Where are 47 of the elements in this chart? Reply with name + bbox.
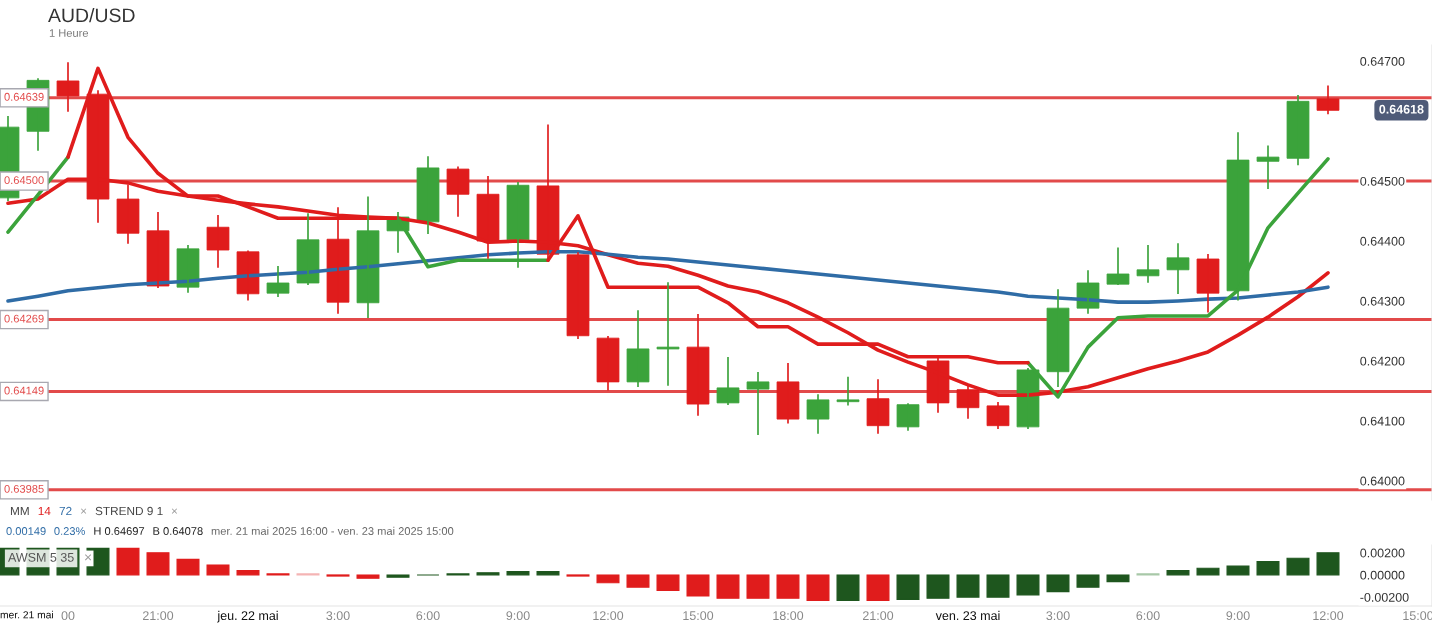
x-tick-label: 21:00 [142, 611, 174, 621]
y-tick-label: 0.00200 [1360, 548, 1405, 558]
text: mer. 21 mai 2025 16:00 - ven. 23 mai 2025 15:00 [211, 526, 454, 535]
x-tick-label: ven. 23 mai [935, 610, 1000, 621]
ref-line-label: 0.64500 [4, 176, 44, 185]
text: MM [10, 506, 29, 516]
y-tick-label: 0.64100 [1360, 416, 1405, 426]
x-tick-label: 00 [61, 611, 75, 621]
text: STREND 9 1 [95, 506, 163, 516]
chart-title: AUD/USD [48, 7, 135, 23]
y-tick-label: 0.64500 [1360, 176, 1405, 186]
y-tick-label: 0.64400 [1360, 236, 1405, 246]
y-tick-label: 0.64700 [1360, 56, 1405, 66]
x-tick-label: mer. 21 mai [0, 610, 53, 619]
x-tick-label: 9:00 [1226, 611, 1250, 621]
ref-line-label: 0.64269 [4, 314, 44, 323]
x-tick-label: jeu. 22 mai [217, 610, 278, 623]
chart-subtitle: 1 Heure [49, 29, 89, 37]
y-tick-label: 0.64300 [1360, 296, 1405, 306]
ref-line-label: 0.63985 [4, 484, 44, 493]
x-tick-label: 12:00 [593, 611, 624, 621]
y-tick-label: -0.00200 [1360, 592, 1409, 602]
x-tick-label: 9:00 [506, 611, 530, 621]
x-tick-label: 6:00 [1136, 611, 1160, 621]
x-tick-label: 18:00 [773, 611, 804, 621]
ref-line-label: 0.64149 [4, 386, 44, 395]
y-tick-label: 0.64200 [1360, 356, 1405, 366]
y-tick-label: 0.00000 [1360, 570, 1405, 580]
text: 14 [38, 506, 51, 516]
y-tick-label: 0.64000 [1360, 476, 1405, 486]
text: 0.23% [54, 527, 85, 535]
text: × [171, 508, 178, 514]
ref-line-label: 0.64639 [4, 92, 44, 101]
text: × [80, 508, 87, 514]
x-tick-label: 21:00 [862, 611, 894, 621]
text: 72 [59, 506, 72, 516]
chart-title: AWSM 5 35 [8, 552, 74, 562]
text: H 0.64697 [94, 527, 145, 535]
text: 0.00149 [6, 527, 46, 535]
annotation: × [84, 554, 92, 561]
x-tick-label: 3:00 [326, 611, 350, 621]
x-tick-label: 12:00 [1313, 611, 1344, 621]
text: B 0.64078 [153, 527, 203, 535]
x-tick-label: 3:00 [1046, 611, 1070, 621]
annotation: 0.64618 [1379, 104, 1424, 114]
x-tick-label: 6:00 [416, 611, 440, 621]
x-tick-label: 15:00 [683, 611, 714, 621]
